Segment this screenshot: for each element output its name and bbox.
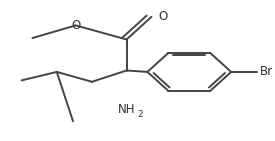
Text: Br: Br [260, 65, 273, 78]
Text: O: O [158, 10, 167, 23]
Text: O: O [71, 19, 80, 32]
Text: 2: 2 [137, 110, 143, 119]
Text: NH: NH [118, 103, 135, 116]
